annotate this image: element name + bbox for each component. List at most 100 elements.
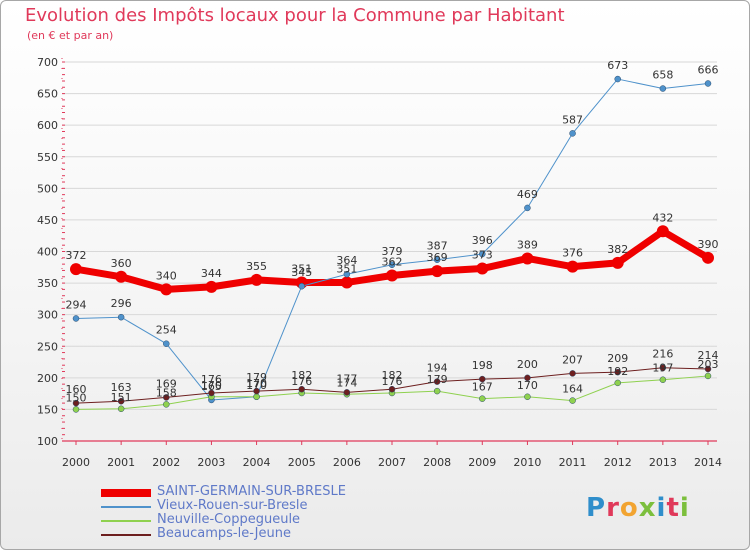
data-point <box>433 387 441 395</box>
data-label: 160 <box>66 383 87 396</box>
data-point <box>656 225 669 238</box>
x-tick-label: 2011 <box>559 456 587 469</box>
x-tick-label: 2014 <box>694 456 722 469</box>
data-point <box>117 313 125 321</box>
data-point <box>524 204 531 212</box>
data-label: 340 <box>156 269 177 282</box>
x-tick-label: 2004 <box>243 456 271 469</box>
data-label: 167 <box>472 381 493 394</box>
data-point <box>205 280 218 293</box>
data-point <box>388 261 396 269</box>
data-label: 382 <box>607 243 628 256</box>
y-tick-label: 150 <box>37 403 58 416</box>
data-label: 177 <box>336 372 357 385</box>
data-point <box>521 252 534 265</box>
data-point <box>614 379 621 387</box>
data-label: 296 <box>111 297 132 310</box>
data-point <box>476 262 489 275</box>
y-tick-label: 300 <box>37 309 58 322</box>
data-label: 170 <box>201 379 222 392</box>
data-point <box>70 263 82 276</box>
logo-letter: i <box>679 493 690 523</box>
data-label: 658 <box>652 69 673 82</box>
x-tick-label: 2001 <box>107 456 135 469</box>
x-tick-label: 2008 <box>423 456 451 469</box>
x-tick-label: 2009 <box>468 456 496 469</box>
data-point <box>704 365 712 373</box>
logo-letter: P <box>586 493 607 523</box>
data-label: 389 <box>517 238 538 251</box>
y-tick-label: 100 <box>37 435 58 448</box>
data-label: 216 <box>652 348 673 361</box>
data-point <box>340 276 353 289</box>
x-tick-label: 2007 <box>378 456 406 469</box>
data-label: 369 <box>427 251 448 264</box>
data-point <box>115 270 128 283</box>
data-label: 351 <box>336 262 357 275</box>
data-label: 197 <box>652 362 673 375</box>
data-label: 364 <box>336 254 357 267</box>
data-point <box>72 315 80 322</box>
data-point <box>163 394 170 401</box>
data-point <box>479 375 486 383</box>
y-tick-label: 400 <box>37 246 58 259</box>
chart-title: Evolution des Impôts locaux pour la Comm… <box>25 5 565 26</box>
data-label: 174 <box>336 376 357 389</box>
data-point <box>566 260 579 273</box>
legend-swatch <box>101 489 151 497</box>
data-point <box>614 75 621 83</box>
data-point <box>704 372 712 380</box>
data-label: 176 <box>382 375 403 388</box>
x-tick-label: 2010 <box>513 456 541 469</box>
data-point <box>117 405 125 413</box>
data-label: 387 <box>427 240 448 253</box>
legend-label: Beaucamps-le-Jeune <box>157 526 291 541</box>
data-point <box>569 130 576 137</box>
data-point <box>160 283 173 296</box>
data-label: 390 <box>698 238 719 251</box>
data-point <box>386 269 398 282</box>
data-label: 200 <box>517 358 538 371</box>
data-label: 150 <box>66 391 87 404</box>
data-point <box>524 374 531 382</box>
data-label: 179 <box>246 371 267 384</box>
data-point <box>163 401 170 408</box>
data-label: 355 <box>246 260 267 273</box>
data-label: 179 <box>427 373 448 386</box>
legend-swatch <box>101 506 151 508</box>
legend-label: Neuville-Coppegueule <box>157 512 301 527</box>
data-label: 373 <box>472 249 493 262</box>
x-tick-label: 2000 <box>62 456 90 469</box>
data-label: 207 <box>562 353 583 366</box>
data-point <box>433 256 441 263</box>
data-point <box>72 399 80 407</box>
x-tick-label: 2012 <box>604 456 632 469</box>
data-label: 163 <box>111 381 132 394</box>
legend-swatch <box>101 534 151 536</box>
chart-subtitle: (en € et par an) <box>27 29 114 42</box>
data-point <box>569 397 576 404</box>
data-label: 169 <box>156 377 177 390</box>
data-label: 164 <box>562 383 583 396</box>
y-tick-label: 550 <box>37 151 58 164</box>
data-point <box>72 406 80 413</box>
data-point <box>208 389 215 397</box>
data-label: 170 <box>246 377 267 390</box>
data-label: 294 <box>66 298 87 311</box>
data-point <box>431 265 444 278</box>
data-point <box>479 250 486 258</box>
data-point <box>659 376 667 383</box>
logo-letter: i <box>656 493 667 523</box>
y-tick-label: 450 <box>37 214 58 227</box>
y-tick-label: 650 <box>37 88 58 101</box>
x-tick-label: 2013 <box>649 456 677 469</box>
data-label: 673 <box>607 59 628 72</box>
data-label: 170 <box>517 379 538 392</box>
data-point <box>343 389 351 396</box>
data-point <box>702 251 714 264</box>
data-label: 376 <box>562 247 583 260</box>
data-label: 351 <box>291 262 312 275</box>
data-point <box>659 364 667 371</box>
data-point <box>163 340 170 347</box>
